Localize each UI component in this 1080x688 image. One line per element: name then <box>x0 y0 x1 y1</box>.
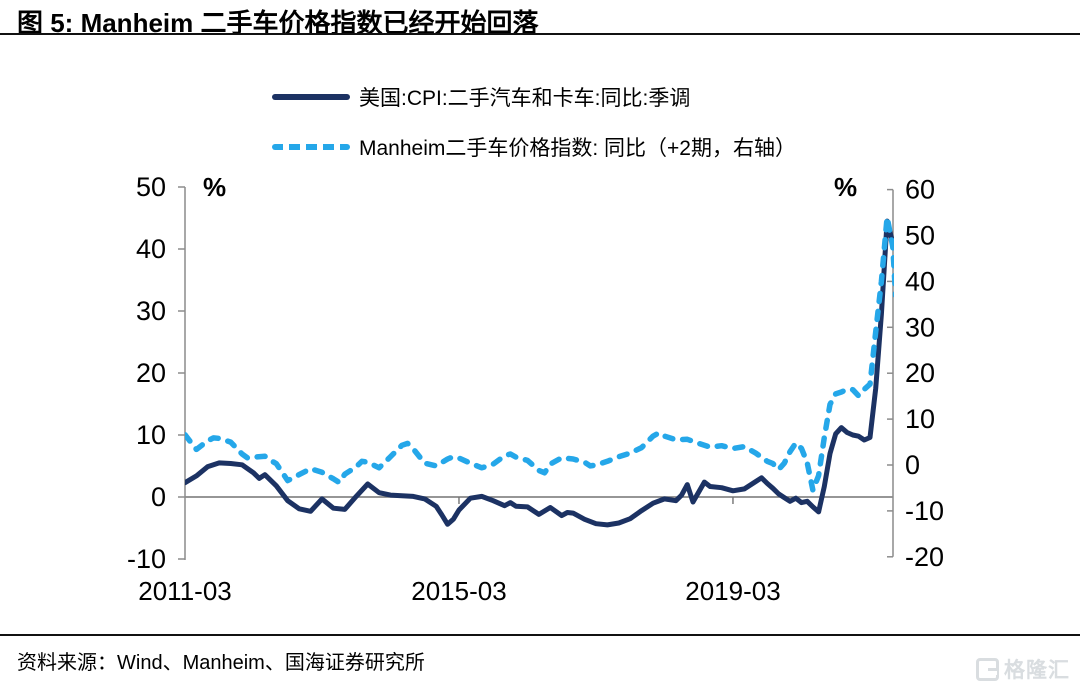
svg-text:40: 40 <box>136 234 166 264</box>
legend-label-cpi: 美国:CPI:二手汽车和卡车:同比:季调 <box>359 87 691 110</box>
svg-text:2015-03: 2015-03 <box>411 576 506 606</box>
svg-text:20: 20 <box>136 358 166 388</box>
legend-item-cpi: 美国:CPI:二手汽车和卡车:同比:季调 <box>272 83 796 111</box>
footer-divider <box>0 634 1080 636</box>
watermark-text: 格隆汇 <box>1004 659 1070 682</box>
dashed-line-swatch-icon <box>272 144 350 150</box>
svg-text:60: 60 <box>905 175 935 205</box>
svg-text:50: 50 <box>905 221 935 251</box>
svg-text:50: 50 <box>136 172 166 202</box>
legend-item-manheim: Manheim二手车价格指数: 同比（+2期，右轴） <box>272 133 796 161</box>
svg-text:0: 0 <box>151 482 166 512</box>
svg-text:-20: -20 <box>905 542 944 572</box>
svg-text:2011-03: 2011-03 <box>138 576 232 606</box>
svg-text:0: 0 <box>905 450 920 480</box>
svg-text:%: % <box>834 172 857 202</box>
gelonghui-logo-icon <box>976 657 999 681</box>
svg-text:20: 20 <box>905 358 935 388</box>
data-source-note: 资料来源：Wind、Manheim、国海证券研究所 <box>17 652 425 674</box>
svg-text:-10: -10 <box>127 544 166 574</box>
svg-text:2019-03: 2019-03 <box>685 576 780 606</box>
chart-legend: 美国:CPI:二手汽车和卡车:同比:季调 Manheim二手车价格指数: 同比（… <box>272 83 796 183</box>
gelonghui-watermark: 格隆汇 <box>976 654 1070 684</box>
svg-text:30: 30 <box>136 296 166 326</box>
title-divider <box>0 33 1080 35</box>
svg-text:-10: -10 <box>905 496 944 526</box>
legend-label-manheim: Manheim二手车价格指数: 同比（+2期，右轴） <box>359 137 796 160</box>
svg-text:30: 30 <box>905 312 935 342</box>
svg-text:10: 10 <box>905 404 935 434</box>
svg-text:40: 40 <box>905 266 935 296</box>
solid-line-swatch-icon <box>272 94 350 100</box>
svg-text:%: % <box>203 172 226 202</box>
svg-text:10: 10 <box>136 420 166 450</box>
